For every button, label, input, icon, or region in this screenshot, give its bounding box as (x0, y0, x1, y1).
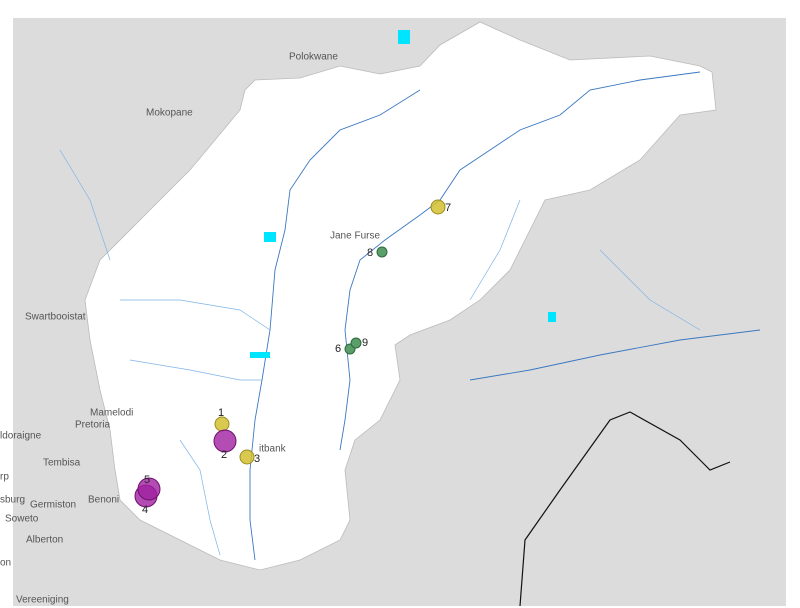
dam (264, 232, 276, 242)
place-label: Benoni (88, 495, 119, 506)
river (469, 329, 761, 381)
dam (250, 352, 270, 358)
site-label: 8 (367, 247, 373, 259)
place-label: Mokopane (146, 108, 193, 119)
place-label: rp (0, 472, 9, 483)
dam (398, 30, 410, 44)
catchment (84, 21, 717, 571)
place-label: Alberton (26, 535, 63, 546)
river (469, 199, 521, 301)
dams (250, 30, 556, 358)
river (59, 149, 111, 261)
river (339, 71, 701, 451)
dam (548, 312, 556, 322)
site-label: 2 (221, 449, 227, 461)
site-label: 5 (144, 474, 150, 486)
place-label: Germiston (30, 500, 76, 511)
site-marker (350, 337, 362, 349)
site-label: 4 (142, 504, 148, 516)
site-marker (213, 429, 237, 453)
river (129, 359, 262, 381)
site-label: 3 (254, 453, 260, 465)
place-label: Polokwane (289, 52, 338, 63)
site-marker (214, 416, 230, 432)
rivers (59, 71, 761, 561)
place-label: Mamelodi (90, 408, 133, 419)
river (249, 89, 421, 561)
border (519, 411, 731, 607)
place-labels: Polokwane Mokopane Jane Furse Swartboois… (0, 52, 380, 606)
site-marker (376, 246, 388, 258)
place-label: Soweto (5, 514, 39, 525)
place-label: sburg (0, 495, 25, 506)
site-label: 7 (445, 202, 451, 214)
river (179, 439, 221, 556)
river (120, 299, 271, 331)
site-marker (430, 199, 446, 215)
place-label: ldoraigne (0, 431, 42, 442)
place-label: Vereeniging (16, 595, 69, 606)
site-marker (239, 449, 255, 465)
place-label: on (0, 558, 11, 569)
place-label: Pretoria (75, 420, 110, 431)
place-label: Swartbooistat (25, 312, 86, 323)
site-marker (137, 477, 161, 501)
site-label: 1 (218, 407, 224, 419)
site-label: 6 (335, 343, 341, 355)
sites: 1 2 3 4 5 6 7 8 9 (134, 199, 451, 516)
river (599, 249, 701, 331)
site-label: 9 (362, 337, 368, 349)
place-label: itbank (259, 444, 287, 455)
place-label: Jane Furse (330, 231, 380, 242)
place-label: Tembisa (43, 458, 81, 469)
